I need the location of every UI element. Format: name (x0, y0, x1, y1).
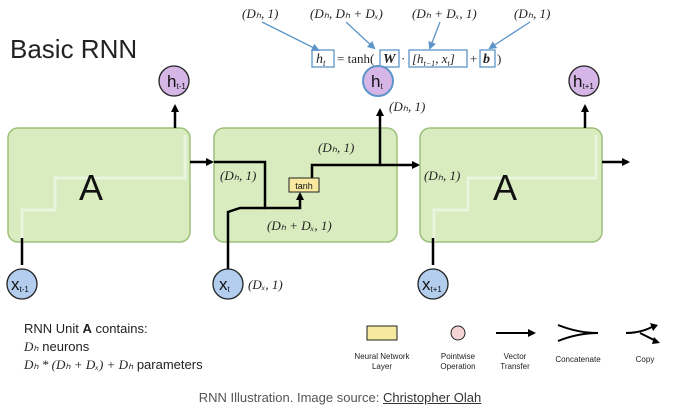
svg-text:xt+1: xt+1 (422, 275, 442, 294)
eq-input: [ht−1, xt] (412, 51, 455, 68)
rnn-cell-right: A (419, 127, 603, 243)
right-cell-faint-path (432, 135, 598, 242)
node-x-prev-main: x (11, 275, 20, 294)
dim-h-in: (Dₕ, 1) (220, 168, 256, 183)
eq-close: ) (497, 51, 501, 66)
node-h-prev: ht-1 (158, 65, 190, 97)
eq-tanh: = tanh( (337, 51, 374, 66)
node-x-t: xt (212, 268, 244, 300)
dim-tanh-out: (Dₕ, 1) (318, 140, 354, 155)
dim-right-in: (Dₕ, 1) (424, 168, 460, 183)
equation: ht = tanh( W · [ht−1, xt] + b ) (311, 49, 501, 68)
legend-pointwise-label-2: Operation (440, 362, 475, 371)
legend-vector-label-2: Transfer (500, 362, 530, 371)
legend-vector-label-1: Vector (504, 352, 527, 361)
caption-text: RNN Illustration. Image source: (198, 390, 383, 405)
left-cell-faint-path (20, 135, 187, 242)
legend-concatenate-icon (557, 324, 599, 342)
node-x-next-main: x (422, 275, 431, 294)
eq-dim-W: (Dₕ, Dₕ + Dₓ) (310, 6, 383, 21)
legend: Neural Network Layer Pointwise Operation… (354, 323, 660, 371)
dim-h-out: (Dₕ, 1) (389, 99, 425, 114)
eq-lhs: ht (316, 52, 326, 68)
page-title: Basic RNN (10, 34, 137, 64)
tanh-layer: tanh (288, 177, 320, 193)
eq-pointer-lines (261, 21, 531, 51)
eq-box-W (379, 49, 400, 68)
eq-plus: + (470, 51, 477, 66)
svg-text:xt: xt (219, 275, 231, 294)
svg-text:xt-1: xt-1 (11, 275, 29, 294)
svg-text:ht-1: ht-1 (167, 72, 186, 91)
legend-pointwise-swatch (450, 325, 466, 341)
node-h-t-main: h (371, 72, 380, 91)
legend-copy-arrowhead-top (650, 323, 658, 331)
eq-box-b (479, 49, 496, 68)
node-x-prev: xt-1 (6, 268, 38, 300)
legend-concatenate-label: Concatenate (555, 355, 601, 364)
node-h-next-sub: t+1 (582, 82, 594, 91)
node-x-next-sub: t+1 (431, 285, 443, 294)
legend-copy-arrowhead-bottom (652, 337, 660, 344)
tanh-layer-label: tanh (295, 181, 313, 191)
legend-copy-label: Copy (636, 355, 655, 364)
node-h-next: ht+1 (568, 65, 600, 97)
node-x-t-main: x (219, 275, 228, 294)
info-block: RNN Unit A contains: Dₕ neurons Dₕ * (Dₕ… (23, 321, 203, 372)
eq-dim-input: (Dₕ + Dₓ, 1) (412, 6, 477, 21)
svg-text:ht: ht (371, 72, 383, 91)
eq-weight: W (383, 52, 397, 67)
legend-nn-layer-swatch (366, 325, 398, 341)
node-h-t-sub: t (380, 82, 383, 91)
node-h-next-main: h (573, 72, 582, 91)
connections (20, 104, 630, 270)
node-h-prev-sub: t-1 (176, 82, 186, 91)
node-h-prev-main: h (167, 72, 176, 91)
node-x-prev-sub: t-1 (20, 285, 30, 294)
eq-dim-b: (Dₕ, 1) (514, 6, 550, 21)
legend-nn-layer-label-2: Layer (372, 362, 392, 371)
info-line1: RNN Unit A contains: (24, 321, 148, 336)
figure-caption: RNN Illustration. Image source: Christop… (0, 390, 680, 405)
dim-x-in: (Dₓ, 1) (248, 277, 283, 292)
dim-concat: (Dₕ + Dₓ, 1) (267, 218, 332, 233)
rnn-cell-left: A (7, 127, 191, 243)
info-line2: Dₕ neurons (23, 339, 90, 354)
node-x-t-sub: t (228, 285, 231, 294)
legend-copy-icon (625, 326, 657, 342)
eq-dim-h: (Dₕ, 1) (242, 6, 278, 21)
x-input-path (226, 206, 265, 270)
eq-box-h (311, 49, 335, 68)
eq-dot: · (401, 51, 405, 66)
svg-text:ht+1: ht+1 (573, 72, 594, 91)
node-h-t: ht (362, 65, 394, 97)
eq-box-input (408, 49, 468, 68)
cell-label-left: A (79, 167, 103, 208)
info-line3: Dₕ * (Dₕ + Dₓ) + Dₕ parameters (23, 357, 203, 372)
eq-bias: b (483, 52, 490, 67)
legend-nn-layer-label-1: Neural Network (354, 352, 410, 361)
source-link[interactable]: Christopher Olah (382, 390, 482, 405)
tanh-output-path (310, 108, 384, 186)
legend-pointwise-label-1: Pointwise (441, 352, 476, 361)
cell-label-right: A (493, 167, 517, 208)
node-x-next: xt+1 (417, 268, 449, 300)
